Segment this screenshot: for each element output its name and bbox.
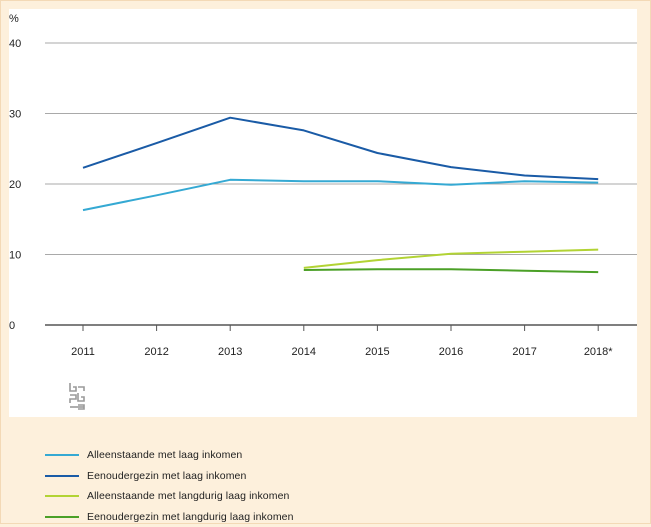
x-tick-label: 2015 <box>365 346 389 358</box>
chart-legend: Alleenstaande met laag inkomen Eenouderge… <box>45 445 294 527</box>
y-axis-label: % <box>9 13 19 25</box>
legend-swatch <box>45 495 79 498</box>
legend-item: Alleenstaande met langdurig laag inkomen <box>45 486 294 507</box>
y-tick-label: 10 <box>9 250 21 262</box>
legend-label: Eenoudergezin met langdurig laag inkomen <box>87 511 294 524</box>
y-tick-label: 30 <box>9 109 21 121</box>
legend-swatch <box>45 474 79 477</box>
chart-panel: % 0 10 20 30 40 2011 2012 2013 2014 2015 2016 2017 20… <box>9 9 637 417</box>
series-line-3 <box>303 248 599 269</box>
series-line-2 <box>82 116 599 181</box>
legend-label: Alleenstaande met langdurig laag inkomen <box>87 490 290 503</box>
legend-label: Alleenstaande met laag inkomen <box>87 449 243 462</box>
y-tick-label: 0 <box>9 320 15 332</box>
x-tick-label: 2013 <box>218 346 242 358</box>
legend-item: Alleenstaande met laag inkomen <box>45 445 294 466</box>
x-tick-label: 2012 <box>144 346 168 358</box>
x-tick-label: 2011 <box>71 346 95 358</box>
series-line-1 <box>82 178 599 212</box>
legend-swatch <box>45 516 79 519</box>
y-tick-label: 40 <box>9 38 21 50</box>
legend-swatch <box>45 454 79 457</box>
x-tick-label: 2017 <box>512 346 536 358</box>
x-tick-label: 2014 <box>292 346 316 358</box>
legend-item: Eenoudergezin met langdurig laag inkomen <box>45 507 294 527</box>
legend-item: Eenoudergezin met laag inkomen <box>45 466 294 487</box>
series-line-4 <box>303 268 599 274</box>
cbs-logo-icon <box>69 383 85 410</box>
y-tick-label: 20 <box>9 179 21 191</box>
x-tick-label: 2016 <box>439 346 463 358</box>
x-tick-label: 2018* <box>584 346 613 358</box>
legend-label: Eenoudergezin met laag inkomen <box>87 469 247 482</box>
line-chart: % 0 10 20 30 40 2011 2012 2013 2014 2015 2016 2017 20… <box>9 13 637 358</box>
